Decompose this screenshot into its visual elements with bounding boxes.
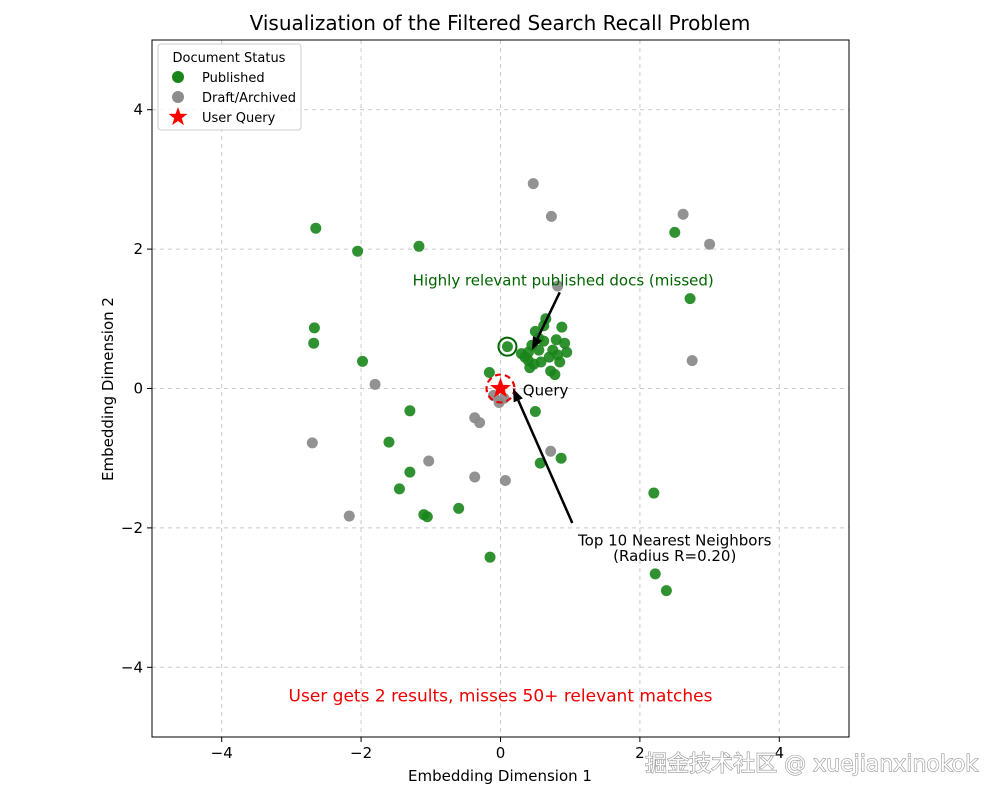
point-published: [413, 240, 425, 252]
point-published: [352, 245, 364, 257]
query-radius-circle: [485, 373, 516, 404]
x-tick-label: 4: [775, 744, 785, 762]
point-published: [545, 365, 557, 377]
point-published: [522, 346, 534, 358]
point-draft-archived: [474, 417, 486, 429]
legend-title: Document Status: [173, 51, 286, 66]
point-published: [308, 337, 320, 349]
point-draft-archived: [499, 475, 511, 487]
legend-marker-draft-archived: [172, 91, 184, 103]
legend-label-user-query: User Query: [202, 111, 276, 126]
point-draft-archived: [677, 208, 689, 220]
point-published: [356, 355, 368, 367]
arrow-missed-docs: [536, 291, 561, 339]
point-published: [528, 358, 540, 370]
annotation-missed-docs: Highly relevant published docs (missed): [413, 271, 714, 289]
arrow-missed-head: [531, 336, 543, 351]
point-published: [421, 511, 433, 523]
y-tick-label: 2: [133, 240, 143, 258]
point-draft-archived: [686, 355, 698, 367]
point-published: [383, 436, 395, 448]
arrow-nearest-neighbors-head: [513, 388, 523, 403]
point-published: [533, 344, 545, 356]
point-published: [393, 483, 405, 495]
x-tick-label: −4: [211, 744, 233, 762]
cluster-highlight-ring: [497, 336, 518, 357]
legend-marker-user-query: [168, 107, 188, 126]
annotation-summary: User gets 2 results, misses 50+ relevant…: [289, 687, 713, 707]
annotation-query: Query: [523, 382, 569, 400]
annotation-radius: (Radius R=0.20): [613, 547, 736, 565]
annotations: Highly relevant published docs (missed) …: [289, 271, 772, 706]
point-published: [550, 334, 562, 346]
legend-label-draft-archived: Draft/Archived: [202, 91, 296, 106]
point-published: [484, 551, 496, 563]
y-axis-label: Embedding Dimension 2: [99, 297, 117, 481]
point-draft-archived: [545, 210, 557, 222]
y-tick-label: −4: [121, 658, 143, 676]
point-published: [556, 321, 568, 333]
series-published: [308, 222, 696, 597]
point-published: [534, 457, 546, 469]
point-published: [453, 502, 465, 514]
point-published: [669, 226, 681, 238]
point-published: [310, 222, 322, 234]
point-published: [308, 322, 320, 334]
point-draft-archived: [343, 510, 355, 522]
legend-label-published: Published: [202, 71, 265, 86]
y-tick-label: 0: [133, 380, 143, 398]
point-published: [501, 341, 513, 353]
point-published: [404, 466, 416, 478]
point-draft-archived: [469, 471, 481, 483]
point-published: [404, 405, 416, 417]
point-draft-archived: [527, 178, 539, 190]
point-draft-archived: [369, 378, 381, 390]
point-published: [483, 366, 495, 378]
point-draft-archived: [545, 445, 557, 457]
chart-title: Visualization of the Filtered Search Rec…: [250, 11, 751, 35]
watermark-text: 掘金技术社区 @ xuejianxinokok: [645, 752, 978, 777]
point-draft-archived: [704, 238, 716, 250]
arrow-nearest-neighbors: [517, 399, 574, 524]
point-published: [649, 568, 661, 580]
point-draft-archived: [552, 280, 564, 292]
point-published: [555, 452, 567, 464]
x-axis-label: Embedding Dimension 1: [408, 767, 592, 785]
x-tick-label: −2: [350, 744, 372, 762]
annotation-top-k: Top 10 Nearest Neighbors: [577, 531, 772, 549]
legend-box: [157, 43, 302, 131]
y-tick-label: −2: [121, 519, 143, 537]
point-draft-archived: [306, 437, 318, 449]
point-published: [561, 346, 573, 358]
query-star-marker: [490, 377, 511, 398]
legend: Document Status Published Draft/Archived…: [157, 43, 302, 131]
x-tick-label: 0: [496, 744, 506, 762]
point-published: [552, 349, 564, 361]
point-published: [684, 293, 696, 305]
point-published: [648, 487, 660, 499]
point-draft-archived: [423, 455, 435, 467]
y-tick-label: 4: [133, 101, 143, 119]
point-published: [660, 585, 672, 597]
point-published: [559, 337, 571, 349]
legend-marker-published: [172, 71, 184, 83]
axis-ticks: −4 −2 0 2 4 −4 −2 0 2 4: [121, 101, 784, 762]
point-published: [529, 406, 541, 418]
x-tick-label: 2: [635, 744, 645, 762]
